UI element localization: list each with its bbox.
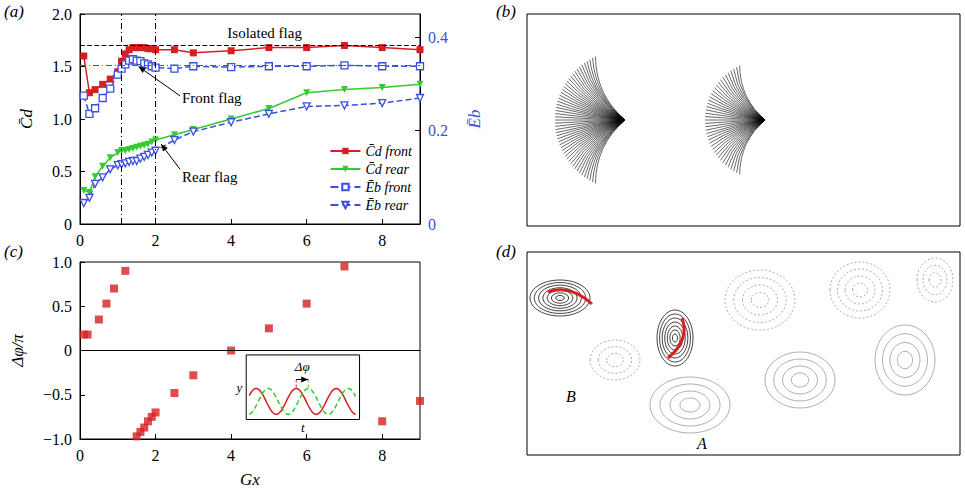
svg-text:1.5: 1.5 xyxy=(52,58,72,75)
svg-text:A: A xyxy=(696,435,707,452)
svg-text:C̄d rear: C̄d rear xyxy=(365,162,409,177)
svg-text:0.5: 0.5 xyxy=(52,298,72,315)
svg-text:B: B xyxy=(566,388,576,405)
svg-text:0.4: 0.4 xyxy=(428,29,448,46)
svg-text:Δφ/π: Δφ/π xyxy=(8,334,27,368)
svg-text:4: 4 xyxy=(227,447,235,464)
svg-text:Δφ: Δφ xyxy=(294,359,310,374)
svg-text:(d): (d) xyxy=(496,242,516,261)
svg-text:0: 0 xyxy=(428,216,436,233)
svg-text:(a): (a) xyxy=(4,2,24,21)
svg-text:Rear flag: Rear flag xyxy=(182,169,238,185)
svg-text:0: 0 xyxy=(64,216,72,233)
svg-text:4: 4 xyxy=(227,232,235,249)
svg-text:−1.0: −1.0 xyxy=(43,431,72,448)
svg-text:C̄d front: C̄d front xyxy=(365,144,413,159)
svg-text:Ēb rear: Ēb rear xyxy=(364,198,408,213)
svg-text:6: 6 xyxy=(303,447,311,464)
svg-text:C̄d: C̄d xyxy=(17,109,36,129)
svg-text:1.0: 1.0 xyxy=(52,111,72,128)
svg-text:8: 8 xyxy=(378,232,386,249)
svg-text:−0.5: −0.5 xyxy=(43,386,72,403)
svg-text:6: 6 xyxy=(303,232,311,249)
svg-text:8: 8 xyxy=(378,447,386,464)
svg-text:Isolated flag: Isolated flag xyxy=(227,25,302,41)
svg-text:0: 0 xyxy=(64,342,72,359)
svg-text:(b): (b) xyxy=(496,2,516,21)
svg-text:0.2: 0.2 xyxy=(428,122,448,139)
svg-text:t: t xyxy=(301,420,305,435)
svg-text:1.0: 1.0 xyxy=(52,254,72,271)
svg-text:y: y xyxy=(234,380,242,395)
svg-text:(c): (c) xyxy=(4,242,23,261)
svg-text:Ēb: Ēb xyxy=(465,110,484,130)
svg-text:2: 2 xyxy=(152,232,160,249)
svg-text:Ēb front: Ēb front xyxy=(364,180,412,195)
svg-text:0: 0 xyxy=(76,447,84,464)
svg-text:2: 2 xyxy=(152,447,160,464)
svg-text:Gx: Gx xyxy=(240,470,260,489)
svg-text:Front flag: Front flag xyxy=(182,90,242,106)
svg-text:0.5: 0.5 xyxy=(52,163,72,180)
svg-text:2.0: 2.0 xyxy=(52,6,72,23)
svg-text:0: 0 xyxy=(76,232,84,249)
